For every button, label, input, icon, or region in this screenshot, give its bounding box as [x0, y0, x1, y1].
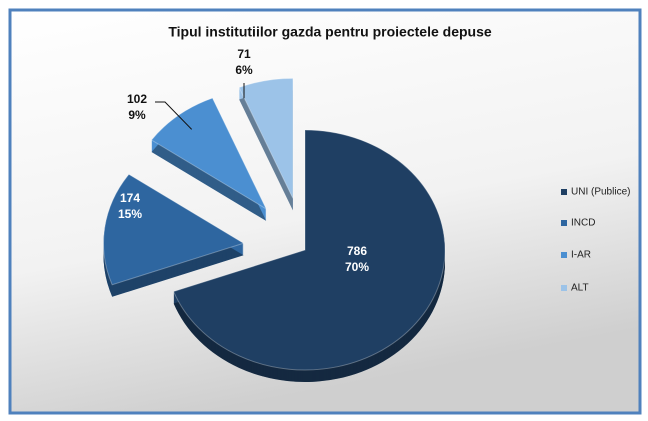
data-label: 70%	[345, 260, 369, 274]
legend-swatch	[561, 252, 567, 258]
slice	[103, 173, 245, 286]
legend-swatch	[561, 220, 567, 226]
legend: UNI (Publice) INCD I-AR ALT	[561, 187, 630, 294]
legend-swatch	[561, 285, 567, 291]
pie: 786 70% 174 15% 102 9% 71 6%	[103, 47, 446, 383]
legend-swatch	[561, 189, 567, 195]
data-label: 786	[347, 244, 367, 258]
legend-label: ALT	[571, 283, 589, 294]
legend-label: I-AR	[571, 250, 591, 261]
legend-label: INCD	[571, 218, 595, 229]
data-label: 102	[127, 92, 147, 106]
leader-line	[155, 101, 193, 130]
slice	[172, 129, 446, 371]
data-label: 6%	[235, 63, 253, 77]
data-label: 9%	[128, 108, 146, 122]
data-label: 15%	[118, 207, 142, 221]
chart-title: Tipul institutiilor gazda pentru proiect…	[168, 24, 492, 40]
data-label: 71	[237, 47, 251, 61]
slice	[238, 77, 294, 199]
data-label: 174	[120, 191, 140, 205]
legend-label: UNI (Publice)	[571, 187, 630, 198]
